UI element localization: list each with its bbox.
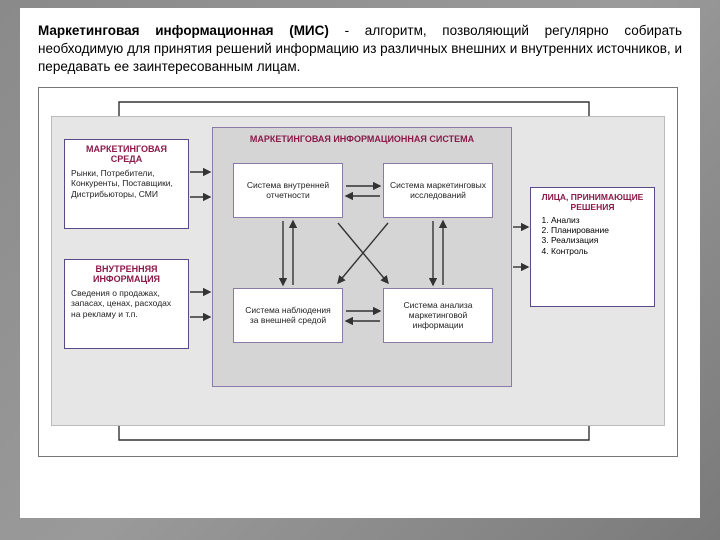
intro-lead: Маркетинговая информационная (МИС)	[38, 23, 329, 38]
center-panel: МАРКЕТИНГОВАЯ ИНФОРМАЦИОННАЯ СИСТЕМА Сис…	[212, 127, 512, 387]
box-title: ВНУТРЕННЯЯ ИНФОРМАЦИЯ	[71, 264, 182, 286]
intro-paragraph: Маркетинговая информационная (МИС) - алг…	[38, 22, 682, 77]
box-title: МАРКЕТИНГОВАЯ СРЕДА	[71, 144, 182, 166]
list-item: Контроль	[551, 246, 648, 256]
center-title: МАРКЕТИНГОВАЯ ИНФОРМАЦИОННАЯ СИСТЕМА	[213, 128, 511, 152]
diagram-inner: МАРКЕТИНГОВАЯ СРЕДА Рынки, Потребители, …	[51, 116, 665, 426]
box-body: Сведения о продажах, запасах, ценах, рас…	[71, 288, 182, 319]
page: Маркетинговая информационная (МИС) - алг…	[20, 8, 700, 518]
inner-box-br: Система анализа маркетинговой информации	[383, 288, 493, 343]
box-marketing-environment: МАРКЕТИНГОВАЯ СРЕДА Рынки, Потребители, …	[64, 139, 189, 229]
box-title: ЛИЦА, ПРИНИМАЮЩИЕ РЕШЕНИЯ	[537, 192, 648, 212]
box-internal-info: ВНУТРЕННЯЯ ИНФОРМАЦИЯ Сведения о продажа…	[64, 259, 189, 349]
box-body: Рынки, Потребители, Конкуренты, Постав­щ…	[71, 168, 182, 199]
inner-box-tl: Система внутренней отчетности	[233, 163, 343, 218]
decision-list: Анализ Планирование Реализация Контроль	[551, 215, 648, 256]
list-item: Анализ	[551, 215, 648, 225]
diagram-outer: МАРКЕТИНГОВАЯ СРЕДА Рынки, Потребители, …	[38, 87, 678, 457]
box-decision-makers: ЛИЦА, ПРИНИМАЮЩИЕ РЕШЕНИЯ Анализ Планиро…	[530, 187, 655, 307]
list-item: Планирование	[551, 225, 648, 235]
inner-box-bl: Система наблюдения за внешней средой	[233, 288, 343, 343]
inner-box-tr: Система маркетинговых исследований	[383, 163, 493, 218]
list-item: Реализация	[551, 235, 648, 245]
